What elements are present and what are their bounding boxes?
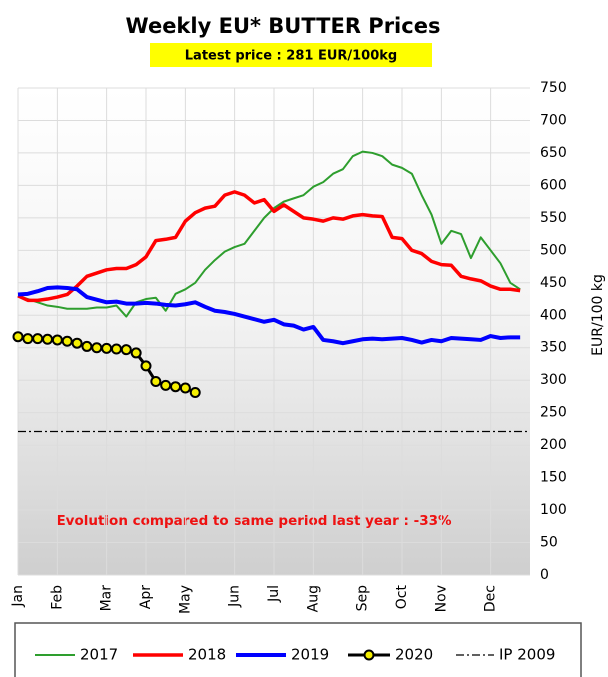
- series-marker: [91, 342, 103, 354]
- legend-marker: [363, 649, 375, 661]
- series-marker: [130, 347, 142, 359]
- series-marker: [12, 331, 24, 343]
- y-tick-label: 100: [540, 502, 567, 518]
- legend-label: 2019: [291, 646, 329, 664]
- series-marker: [51, 334, 63, 346]
- series-marker: [150, 375, 162, 387]
- series-marker: [189, 387, 201, 399]
- y-tick-label: 250: [540, 405, 567, 421]
- series-marker: [71, 337, 83, 349]
- x-tick-label: Mar: [99, 585, 115, 612]
- y-tick-label: 450: [540, 275, 567, 291]
- y-tick-label: 350: [540, 340, 567, 356]
- y-tick-label: 50: [540, 535, 558, 551]
- x-tick-label: Apr: [138, 585, 154, 609]
- series-marker: [32, 333, 44, 345]
- x-tick-label: Oct: [394, 585, 410, 610]
- series-marker: [160, 379, 172, 391]
- x-tick-label: May: [177, 585, 193, 614]
- x-tick-label: Jan: [10, 585, 26, 608]
- y-tick-label: 200: [540, 437, 567, 453]
- series-marker: [120, 344, 132, 356]
- x-tick-label: Jul: [266, 585, 282, 603]
- legend-label: IP 2009: [499, 646, 555, 664]
- series-marker: [179, 382, 191, 394]
- series-line: [17, 150, 521, 318]
- legend: [14, 622, 582, 677]
- y-tick-label: 300: [540, 372, 567, 388]
- x-tick-label: Jun: [227, 585, 243, 608]
- x-tick-label: Feb: [49, 585, 65, 610]
- series-marker: [22, 333, 34, 345]
- x-tick-label: Aug: [305, 585, 321, 612]
- series-marker: [81, 340, 93, 352]
- series-marker: [110, 343, 122, 355]
- y-tick-label: 550: [540, 210, 567, 226]
- y-tick-label: 700: [540, 112, 567, 128]
- x-tick-label: Nov: [433, 585, 449, 612]
- y-tick-label: 650: [540, 145, 567, 161]
- y-axis-label: EUR/100 kg: [590, 274, 606, 356]
- series-marker: [42, 333, 54, 345]
- x-tick-label: Dec: [483, 585, 499, 612]
- series-marker: [170, 381, 182, 393]
- y-tick-label: 750: [540, 80, 567, 96]
- legend-label: 2020: [395, 646, 433, 664]
- subtitle: Latest price : 281 EUR/100kg: [185, 49, 397, 64]
- y-tick-label: 150: [540, 470, 567, 486]
- y-tick-label: 600: [540, 177, 567, 193]
- y-tick-label: 500: [540, 242, 567, 258]
- series-line: [17, 285, 521, 346]
- legend-label: 2018: [188, 646, 226, 664]
- legend-label: 2017: [80, 646, 118, 664]
- series-line: [17, 190, 521, 303]
- series-marker: [101, 342, 113, 354]
- series-marker: [140, 360, 152, 372]
- y-tick-label: 400: [540, 307, 567, 323]
- subtitle-box: [150, 43, 432, 67]
- series-marker: [61, 335, 73, 347]
- annotation: Evolution compared to same period last y…: [56, 513, 452, 529]
- x-tick-label: Sep: [355, 585, 371, 612]
- y-tick-label: 0: [540, 567, 549, 583]
- chart-title: Weekly EU* BUTTER Prices: [126, 14, 441, 38]
